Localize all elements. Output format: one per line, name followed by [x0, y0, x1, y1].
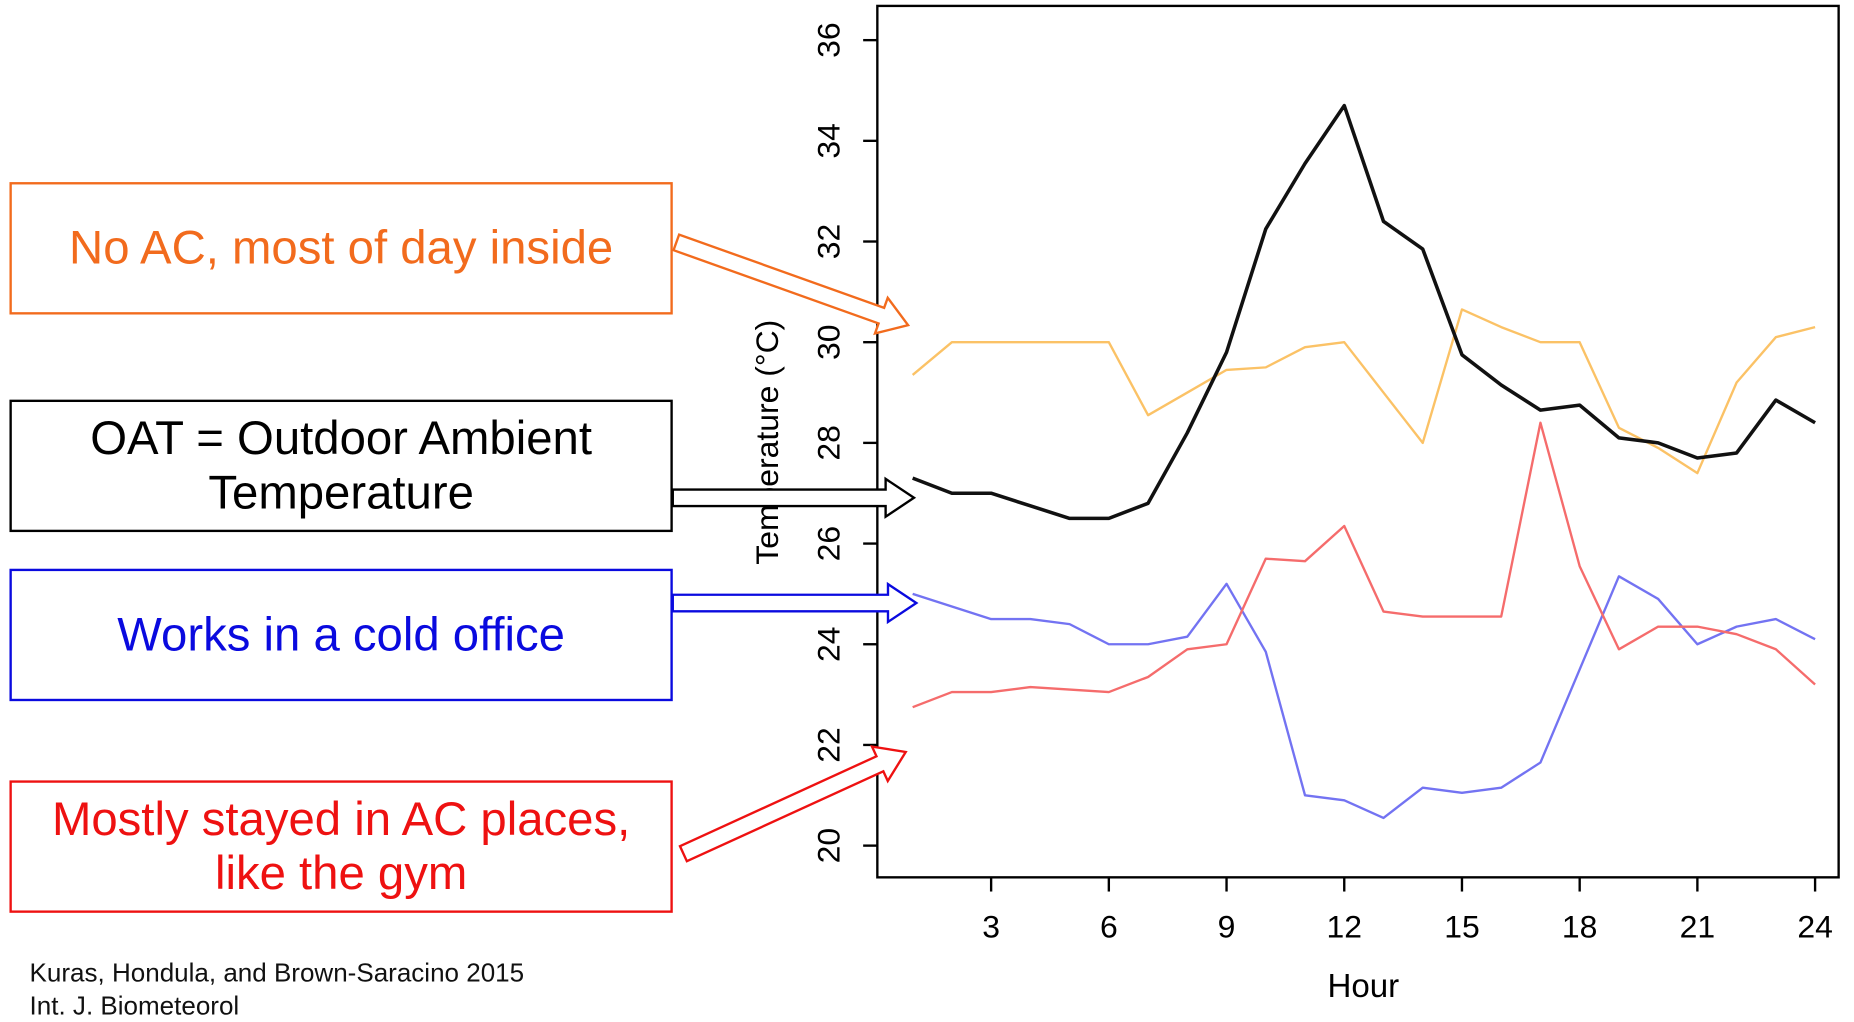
arrow [678, 745, 908, 863]
x-axis-label: Hour [1327, 968, 1399, 1005]
arrow [671, 581, 919, 625]
y-tick-label: 28 [811, 425, 847, 461]
x-tick-label: 24 [1797, 909, 1833, 945]
y-tick-label: 22 [811, 727, 847, 763]
y-axis-label: Temperature (°C) [749, 320, 785, 565]
citation: Int. J. Biometeorol [29, 990, 240, 1021]
series-line [912, 575, 1816, 820]
x-tick-label: 21 [1680, 909, 1716, 945]
series-line [912, 421, 1816, 709]
y-tick-label: 20 [811, 828, 847, 864]
series-line [912, 103, 1816, 521]
label-box: Works in a cold office [9, 568, 673, 702]
x-tick-label: 9 [1218, 909, 1236, 945]
y-tick-label: 26 [811, 526, 847, 562]
label-box: OAT = Outdoor Ambient Temperature [9, 399, 673, 533]
x-tick-label: 12 [1327, 909, 1363, 945]
series-line [911, 308, 1816, 475]
arrow [671, 476, 917, 519]
x-tick-label: 6 [1100, 909, 1118, 945]
plot-frame [876, 4, 1840, 879]
label-box: No AC, most of day inside [9, 182, 673, 315]
citation: Kuras, Hondula, and Brown-Saracino 2015 [29, 957, 525, 988]
x-tick-label: 3 [982, 909, 1000, 945]
y-tick-label: 36 [811, 22, 847, 58]
y-tick-label: 34 [811, 123, 847, 158]
arrow [672, 233, 911, 336]
y-tick-label: 32 [811, 224, 847, 260]
y-tick-label: 24 [811, 627, 847, 663]
label-box: Mostly stayed in AC places, like the gym [9, 780, 673, 913]
x-tick-label: 18 [1562, 909, 1598, 945]
x-tick-label: 15 [1444, 909, 1480, 945]
y-tick-label: 30 [811, 324, 847, 360]
